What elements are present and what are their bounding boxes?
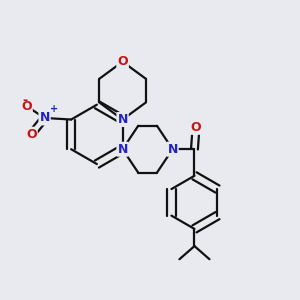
Text: N: N <box>117 113 128 126</box>
Text: O: O <box>21 100 32 112</box>
Text: +: + <box>50 104 58 114</box>
Text: N: N <box>117 143 128 156</box>
Text: O: O <box>191 121 201 134</box>
Text: N: N <box>167 143 178 156</box>
Text: O: O <box>26 128 37 141</box>
Text: -: - <box>23 94 28 106</box>
Text: N: N <box>39 112 50 124</box>
Text: O: O <box>117 55 128 68</box>
